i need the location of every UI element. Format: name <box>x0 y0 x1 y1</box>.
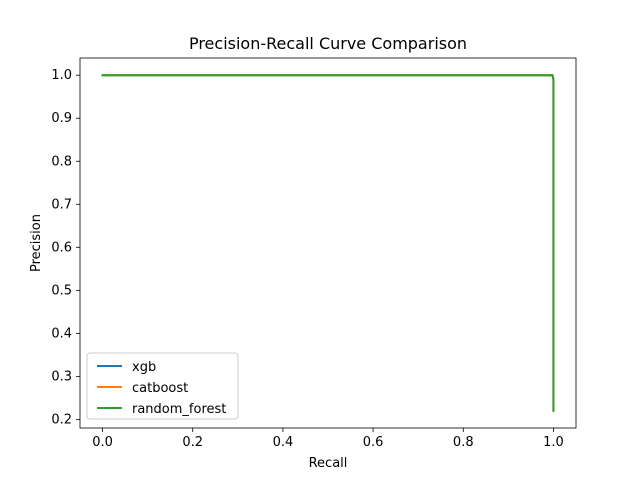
y-tick-label: 0.4 <box>51 326 72 341</box>
legend: xgb catboost random_forest <box>86 352 239 420</box>
legend-items: xgb catboost random_forest <box>97 360 226 417</box>
y-axis: 0.2 0.3 0.4 0.5 0.6 0.7 0.8 0.9 1.0 <box>51 68 80 427</box>
x-tick-label: 0.6 <box>363 435 384 450</box>
x-axis: 0.0 0.2 0.4 0.6 0.8 1.0 <box>92 428 564 450</box>
y-axis-label: Precision <box>29 214 44 272</box>
legend-box <box>86 352 239 420</box>
plot-frame <box>79 57 577 429</box>
x-tick-label: 0.8 <box>453 435 474 450</box>
y-tick-label: 0.9 <box>51 111 72 126</box>
x-axis-label: Recall <box>309 456 348 471</box>
x-tick-label: 1.0 <box>543 435 564 450</box>
y-tick-label: 0.7 <box>51 197 72 212</box>
series-layer <box>101 74 555 412</box>
chart-title: Precision-Recall Curve Comparison <box>189 34 467 53</box>
series-line-random-forest <box>101 74 555 412</box>
y-tick-label: 0.8 <box>51 154 72 169</box>
y-tick-label: 0.2 <box>51 412 72 427</box>
y-tick-label: 0.5 <box>51 283 72 298</box>
legend-label-catboost: catboost <box>132 381 188 396</box>
y-tick-label: 1.0 <box>51 68 72 83</box>
y-tick-label: 0.3 <box>51 369 72 384</box>
x-tick-label: 0.4 <box>273 435 294 450</box>
y-tick-label: 0.6 <box>51 240 72 255</box>
legend-label-random-forest: random_forest <box>132 402 226 417</box>
x-tick-label: 0.2 <box>182 435 203 450</box>
x-tick-label: 0.0 <box>92 435 113 450</box>
legend-label-xgb: xgb <box>132 360 156 375</box>
